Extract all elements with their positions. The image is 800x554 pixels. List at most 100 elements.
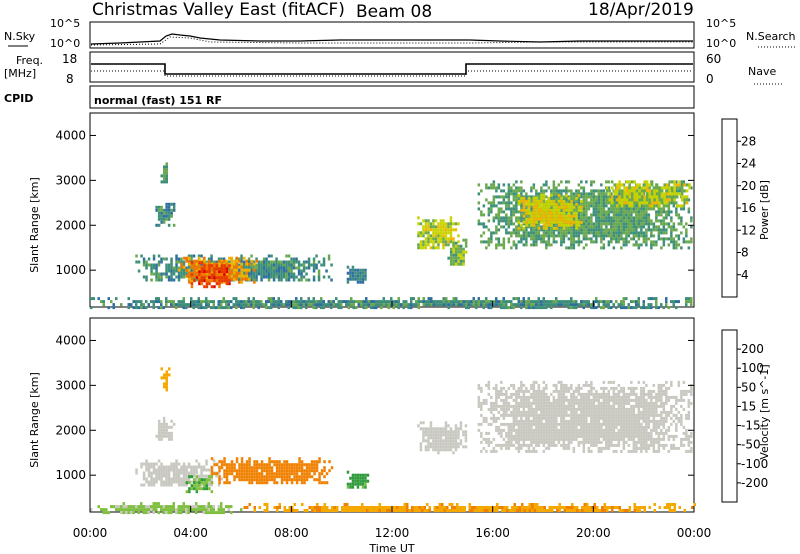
velocity-cell xyxy=(464,445,468,449)
power-cell xyxy=(250,254,253,258)
velocity-cell xyxy=(170,465,173,469)
velocity-cell xyxy=(208,475,211,479)
power-cell xyxy=(390,300,393,304)
power-cell xyxy=(178,268,181,272)
power-cell xyxy=(454,241,458,245)
power-cell xyxy=(397,300,400,304)
velocity-cell xyxy=(515,446,518,450)
power-cell xyxy=(592,198,596,202)
velocity-cell xyxy=(540,407,543,411)
power-cell xyxy=(677,237,681,241)
velocity-cell xyxy=(560,392,563,396)
velocity-cell xyxy=(580,392,583,396)
power-cell xyxy=(90,306,93,310)
power-cell xyxy=(223,279,226,283)
velocity-cell xyxy=(517,431,521,435)
power-cell xyxy=(572,192,576,196)
power-cell xyxy=(165,269,168,273)
power-cell xyxy=(510,213,513,217)
velocity-cell xyxy=(255,469,259,473)
power-cell xyxy=(422,246,425,250)
power-cell xyxy=(165,205,168,209)
power-cell xyxy=(582,210,586,214)
power-cell xyxy=(580,201,583,205)
power-cell xyxy=(424,243,428,247)
power-cell xyxy=(356,268,360,272)
velocity-cell xyxy=(253,466,256,470)
velocity-cell xyxy=(245,463,249,467)
velocity-cell xyxy=(495,443,498,447)
velocity-cell xyxy=(505,392,508,396)
power-cell xyxy=(225,306,228,310)
velocity-cell xyxy=(602,389,606,393)
power-cell xyxy=(577,216,581,220)
velocity-cell xyxy=(245,478,249,482)
velocity-cell xyxy=(243,475,246,479)
power-cell xyxy=(305,260,308,264)
power-cell xyxy=(540,240,543,244)
velocity-cell xyxy=(270,469,274,473)
velocity-cell xyxy=(542,410,546,414)
power-cell xyxy=(602,306,605,310)
power-cell xyxy=(449,231,453,235)
power-cell xyxy=(680,207,683,211)
velocity-cell xyxy=(507,407,511,411)
velocity-cell xyxy=(147,468,151,472)
velocity-cell xyxy=(437,451,440,455)
power-cell xyxy=(422,240,425,244)
power-cell xyxy=(502,189,506,193)
power-cell xyxy=(495,243,498,247)
velocity-cell xyxy=(253,478,256,482)
power-cell xyxy=(685,198,689,202)
power-cell xyxy=(625,231,628,235)
velocity-cell xyxy=(258,475,261,479)
power-cell xyxy=(218,282,221,286)
power-cell xyxy=(565,198,568,202)
power-cell xyxy=(208,276,211,280)
velocity-cell xyxy=(602,413,606,417)
power-cell xyxy=(167,223,171,227)
power-cell xyxy=(658,192,661,196)
power-cell xyxy=(530,243,533,247)
power-cell xyxy=(200,276,204,280)
power-cell xyxy=(567,306,570,310)
power-cell xyxy=(255,300,258,304)
velocity-cell xyxy=(587,413,591,417)
power-cell xyxy=(497,207,501,211)
power-cell xyxy=(635,231,638,235)
velocity-cell xyxy=(295,469,299,473)
velocity-cell xyxy=(195,468,198,472)
power-cell xyxy=(472,300,475,304)
power-cell xyxy=(340,306,343,310)
power-cell xyxy=(102,303,105,307)
power-cell xyxy=(442,237,445,241)
power-cell xyxy=(260,300,263,304)
velocity-cell xyxy=(530,413,533,417)
velocity-cell xyxy=(278,466,281,470)
power-cell xyxy=(520,303,523,307)
power-cell xyxy=(672,225,676,229)
power-cell xyxy=(215,270,219,274)
velocity-cell xyxy=(520,380,523,384)
velocity-cell xyxy=(140,483,143,487)
power-cell xyxy=(530,231,533,235)
power-cell xyxy=(542,300,545,304)
power-cell xyxy=(302,263,306,267)
power-cell xyxy=(262,260,266,264)
velocity-cell xyxy=(547,416,551,420)
power-cell xyxy=(682,225,686,229)
power-cell xyxy=(687,210,691,214)
power-cell xyxy=(198,256,201,260)
power-cell xyxy=(510,234,513,238)
velocity-cell xyxy=(562,419,566,423)
power-cell xyxy=(617,240,621,244)
power-cell xyxy=(255,272,258,276)
power-cell xyxy=(157,211,161,215)
velocity-cell xyxy=(505,446,508,450)
velocity-cell xyxy=(238,469,241,473)
power-cell xyxy=(270,272,273,276)
power-cell xyxy=(208,267,211,271)
velocity-cell xyxy=(160,434,163,438)
velocity-cell xyxy=(545,425,548,429)
power-cell xyxy=(605,234,608,238)
